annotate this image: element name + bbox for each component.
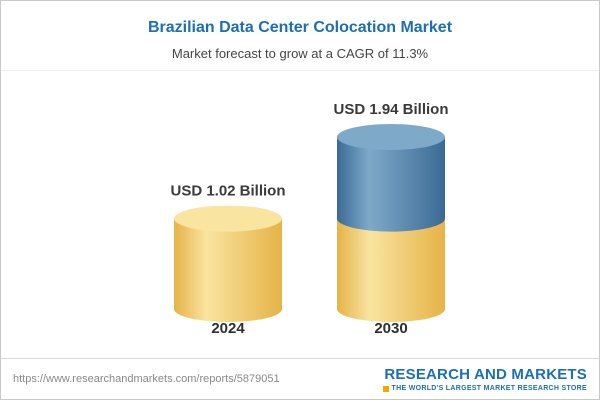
brand-accent-mark-icon bbox=[382, 385, 389, 392]
svg-text:USD 1.02 Billion: USD 1.02 Billion bbox=[170, 183, 285, 200]
brand-logo: RESEARCH AND MARKETS THE WORLD'S LARGEST… bbox=[382, 366, 587, 392]
chart-subtitle: Market forecast to grow at a CAGR of 11.… bbox=[171, 46, 429, 61]
cylinder-bar-chart: USD 1.02 Billion 2024 USD 1.94 Billion 2030 bbox=[170, 101, 448, 337]
brand-name: RESEARCH AND MARKETS bbox=[384, 366, 587, 383]
footer: https://www.researchandmarkets.com/repor… bbox=[1, 358, 599, 399]
chart-header: Brazilian Data Center Colocation Market … bbox=[1, 1, 599, 71]
brand-tagline-row: THE WORLD'S LARGEST MARKET RESEARCH STOR… bbox=[382, 385, 587, 392]
chart-title: Brazilian Data Center Colocation Market bbox=[147, 19, 453, 36]
brand-tagline: THE WORLD'S LARGEST MARKET RESEARCH STOR… bbox=[391, 385, 587, 392]
svg-text:2030: 2030 bbox=[374, 320, 407, 337]
report-url: https://www.researchandmarkets.com/repor… bbox=[13, 373, 280, 385]
svg-text:USD 1.94 Billion: USD 1.94 Billion bbox=[333, 101, 448, 118]
svg-text:2024: 2024 bbox=[211, 320, 245, 337]
